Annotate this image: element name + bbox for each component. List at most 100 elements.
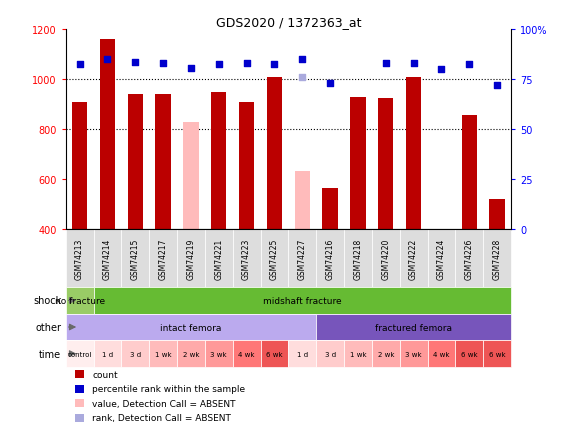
Point — [75, 62, 84, 69]
FancyBboxPatch shape — [66, 341, 94, 367]
FancyBboxPatch shape — [94, 341, 122, 367]
Bar — [323, 188, 338, 229]
Point — [131, 59, 140, 66]
Point — [242, 60, 251, 67]
Text: 4 wk: 4 wk — [433, 351, 450, 357]
Text: 3 wk: 3 wk — [405, 351, 422, 357]
Text: GSM74226: GSM74226 — [465, 238, 474, 279]
Text: intact femora: intact femora — [160, 323, 222, 332]
Text: GSM74225: GSM74225 — [270, 238, 279, 279]
FancyBboxPatch shape — [233, 341, 260, 367]
Text: GSM74222: GSM74222 — [409, 238, 418, 279]
Point — [297, 57, 307, 64]
Point — [297, 74, 307, 81]
Text: GSM74220: GSM74220 — [381, 238, 391, 279]
Text: GSM74215: GSM74215 — [131, 238, 140, 279]
FancyBboxPatch shape — [288, 229, 316, 287]
Point — [493, 83, 502, 90]
Point — [409, 60, 418, 67]
FancyBboxPatch shape — [372, 341, 400, 367]
Bar — [295, 172, 310, 229]
Point — [381, 60, 391, 67]
Text: rank, Detection Call = ABSENT: rank, Detection Call = ABSENT — [93, 414, 231, 423]
Bar — [155, 95, 171, 229]
FancyBboxPatch shape — [288, 341, 316, 367]
Bar — [211, 92, 227, 229]
Bar — [406, 78, 421, 229]
Text: 3 wk: 3 wk — [211, 351, 227, 357]
FancyBboxPatch shape — [316, 341, 344, 367]
Bar — [489, 199, 505, 229]
FancyBboxPatch shape — [149, 341, 177, 367]
FancyBboxPatch shape — [456, 341, 483, 367]
FancyBboxPatch shape — [66, 229, 94, 287]
FancyBboxPatch shape — [122, 341, 149, 367]
Text: GSM74228: GSM74228 — [493, 238, 502, 279]
FancyBboxPatch shape — [400, 341, 428, 367]
Bar — [75, 414, 85, 422]
Text: GSM74213: GSM74213 — [75, 238, 84, 279]
Text: other: other — [35, 322, 61, 332]
Point — [270, 62, 279, 69]
Bar — [100, 40, 115, 229]
Text: 1 d: 1 d — [297, 351, 308, 357]
Bar — [183, 122, 199, 229]
Text: shock: shock — [33, 296, 61, 306]
Point — [325, 80, 335, 87]
Text: 2 wk: 2 wk — [183, 351, 199, 357]
Text: GSM74216: GSM74216 — [325, 238, 335, 279]
FancyBboxPatch shape — [483, 341, 511, 367]
Point — [465, 62, 474, 69]
Text: percentile rank within the sample: percentile rank within the sample — [93, 385, 246, 393]
Text: 6 wk: 6 wk — [461, 351, 477, 357]
Bar — [75, 399, 85, 408]
FancyBboxPatch shape — [94, 229, 122, 287]
Bar — [127, 95, 143, 229]
FancyBboxPatch shape — [177, 341, 205, 367]
Text: count: count — [93, 370, 118, 379]
Text: GSM74219: GSM74219 — [186, 238, 195, 279]
Text: 1 d: 1 d — [102, 351, 113, 357]
Bar — [239, 102, 254, 229]
Point — [186, 66, 195, 72]
FancyBboxPatch shape — [260, 229, 288, 287]
Text: 4 wk: 4 wk — [238, 351, 255, 357]
Point — [159, 60, 168, 67]
Point — [214, 62, 223, 69]
FancyBboxPatch shape — [177, 229, 205, 287]
Text: 3 d: 3 d — [130, 351, 141, 357]
FancyBboxPatch shape — [316, 314, 511, 341]
Text: no fracture: no fracture — [54, 296, 104, 305]
FancyBboxPatch shape — [205, 341, 233, 367]
Bar — [350, 98, 365, 229]
Text: 6 wk: 6 wk — [489, 351, 505, 357]
Text: time: time — [39, 349, 61, 359]
FancyBboxPatch shape — [205, 229, 233, 287]
Text: GSM74218: GSM74218 — [353, 238, 363, 279]
Text: GSM74223: GSM74223 — [242, 238, 251, 279]
Text: GSM74221: GSM74221 — [214, 238, 223, 279]
Bar — [267, 78, 282, 229]
FancyBboxPatch shape — [260, 341, 288, 367]
FancyBboxPatch shape — [483, 229, 511, 287]
FancyBboxPatch shape — [344, 229, 372, 287]
FancyBboxPatch shape — [400, 229, 428, 287]
Text: GSM74224: GSM74224 — [437, 238, 446, 279]
FancyBboxPatch shape — [344, 341, 372, 367]
FancyBboxPatch shape — [428, 341, 456, 367]
FancyBboxPatch shape — [456, 229, 483, 287]
Text: 1 wk: 1 wk — [349, 351, 366, 357]
FancyBboxPatch shape — [428, 229, 456, 287]
Text: 3 d: 3 d — [324, 351, 336, 357]
Text: control: control — [67, 351, 92, 357]
FancyBboxPatch shape — [233, 229, 260, 287]
Bar — [378, 99, 393, 229]
Bar — [461, 116, 477, 229]
Point — [103, 57, 112, 64]
Text: fractured femora: fractured femora — [375, 323, 452, 332]
FancyBboxPatch shape — [66, 314, 316, 341]
FancyBboxPatch shape — [94, 287, 511, 314]
Text: 2 wk: 2 wk — [377, 351, 394, 357]
Text: GSM74214: GSM74214 — [103, 238, 112, 279]
FancyBboxPatch shape — [372, 229, 400, 287]
